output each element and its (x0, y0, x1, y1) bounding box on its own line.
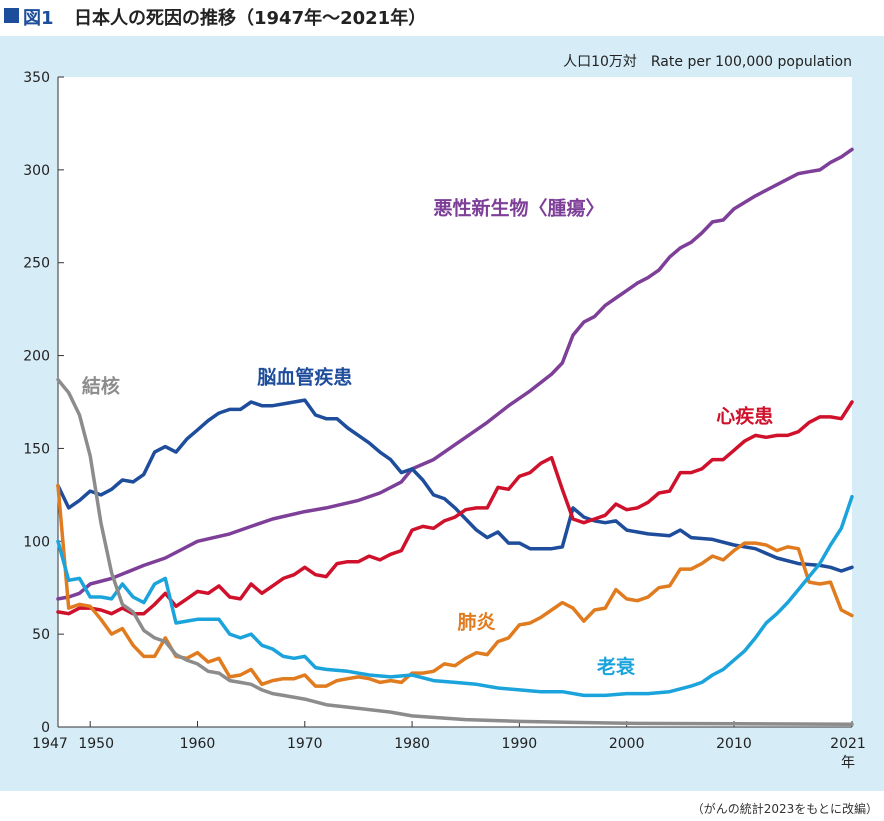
y-tick-label: 50 (32, 627, 50, 643)
series-line-0 (56, 147, 854, 601)
x-tick-label: 2010 (716, 736, 752, 752)
x-tick-label: 2000 (609, 736, 645, 752)
y-tick-label: 100 (23, 534, 50, 550)
plot-area (58, 77, 852, 727)
source-note: （がんの統計2023をもとに改編） (691, 802, 878, 816)
title-marker (4, 8, 19, 23)
series-line-1 (56, 398, 854, 573)
y-tick-label: 250 (23, 256, 50, 272)
x-tick-label: 1980 (394, 736, 430, 752)
figure-label: 図1 (23, 8, 54, 29)
x-tick-label: 1990 (502, 736, 538, 752)
series-line-3 (56, 483, 854, 688)
series-label-1: 脳血管疾患 (256, 365, 352, 388)
series-line-4 (56, 494, 854, 698)
x-tick-label: 1947 (32, 736, 68, 752)
x-tick-label: 1950 (78, 736, 114, 752)
x-tick-label: 1970 (287, 736, 323, 752)
series-lines (56, 147, 854, 726)
y-axis-label: 人口10万対 Rate per 100,000 population (563, 54, 852, 70)
x-tick-label: 2021 (830, 736, 866, 752)
series-line-5 (56, 377, 854, 726)
x-tick-label: 1960 (180, 736, 216, 752)
chart-panel: 0 50 100 150 200 250 300 350 1947 1950 1960 1970 198… (0, 36, 884, 791)
x-unit-label: 年 (841, 755, 855, 771)
y-tick-label: 0 (41, 720, 50, 736)
series-label-5: 結核 (82, 375, 120, 398)
axes: 0 50 100 150 200 250 300 350 1947 1950 1960 1970 198… (23, 54, 866, 771)
y-tick-label: 300 (23, 163, 50, 179)
chart-title: 日本人の死因の推移（1947年〜2021年） (74, 8, 427, 29)
line-chart: 0 50 100 150 200 250 300 350 1947 1950 1960 1970 198… (23, 54, 866, 771)
y-tick-label: 200 (23, 349, 50, 365)
series-label-0: 悪性新生物〈腫瘍〉 (434, 196, 605, 219)
y-tick-label: 350 (23, 70, 50, 86)
y-tick-label: 150 (23, 441, 50, 457)
title-bar: 図1 日本人の死因の推移（1947年〜2021年） (0, 0, 884, 32)
series-line-2 (56, 400, 854, 616)
series-label-3: 肺炎 (457, 612, 495, 634)
series-label-2: 心疾患 (716, 404, 773, 427)
series-label-4: 老衰 (597, 655, 636, 678)
